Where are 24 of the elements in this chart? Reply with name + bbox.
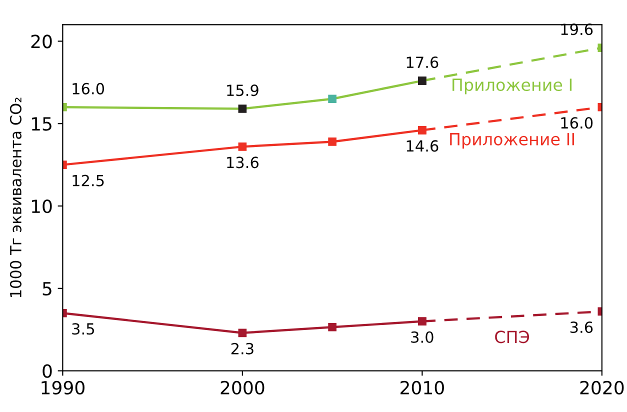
- y-axis-title: 1000 Тг эквивалента CO₂: [10, 98, 22, 298]
- data-label: 15.9: [227, 84, 258, 96]
- data-label: 12.5: [72, 174, 104, 186]
- data-label: 17.6: [406, 56, 438, 68]
- y-tick-label: 15: [32, 117, 52, 131]
- x-tick-label: 2010: [400, 380, 444, 394]
- data-label: 13.6: [227, 156, 258, 168]
- y-tick-label: 10: [32, 199, 52, 214]
- series-label: Приложение II: [450, 133, 574, 149]
- data-label: 3.5: [72, 323, 94, 335]
- x-tick-label: 2000: [220, 380, 264, 394]
- series-label: СПЭ: [495, 330, 530, 344]
- x-tick-label: 1990: [42, 380, 84, 394]
- data-label: 16.0: [72, 82, 104, 94]
- data-label: 2.3: [231, 342, 254, 354]
- data-label: 14.6: [406, 140, 438, 152]
- series-label: Приложение I: [452, 78, 572, 94]
- y-tick-label: 5: [42, 282, 52, 296]
- x-tick-label: 2020: [580, 380, 624, 394]
- data-label: 16.0: [561, 117, 593, 129]
- data-label: 3.0: [411, 331, 434, 343]
- y-tick-label: 20: [31, 34, 52, 48]
- data-label: 3.6: [570, 321, 593, 334]
- y-tick-label: 0: [42, 364, 52, 378]
